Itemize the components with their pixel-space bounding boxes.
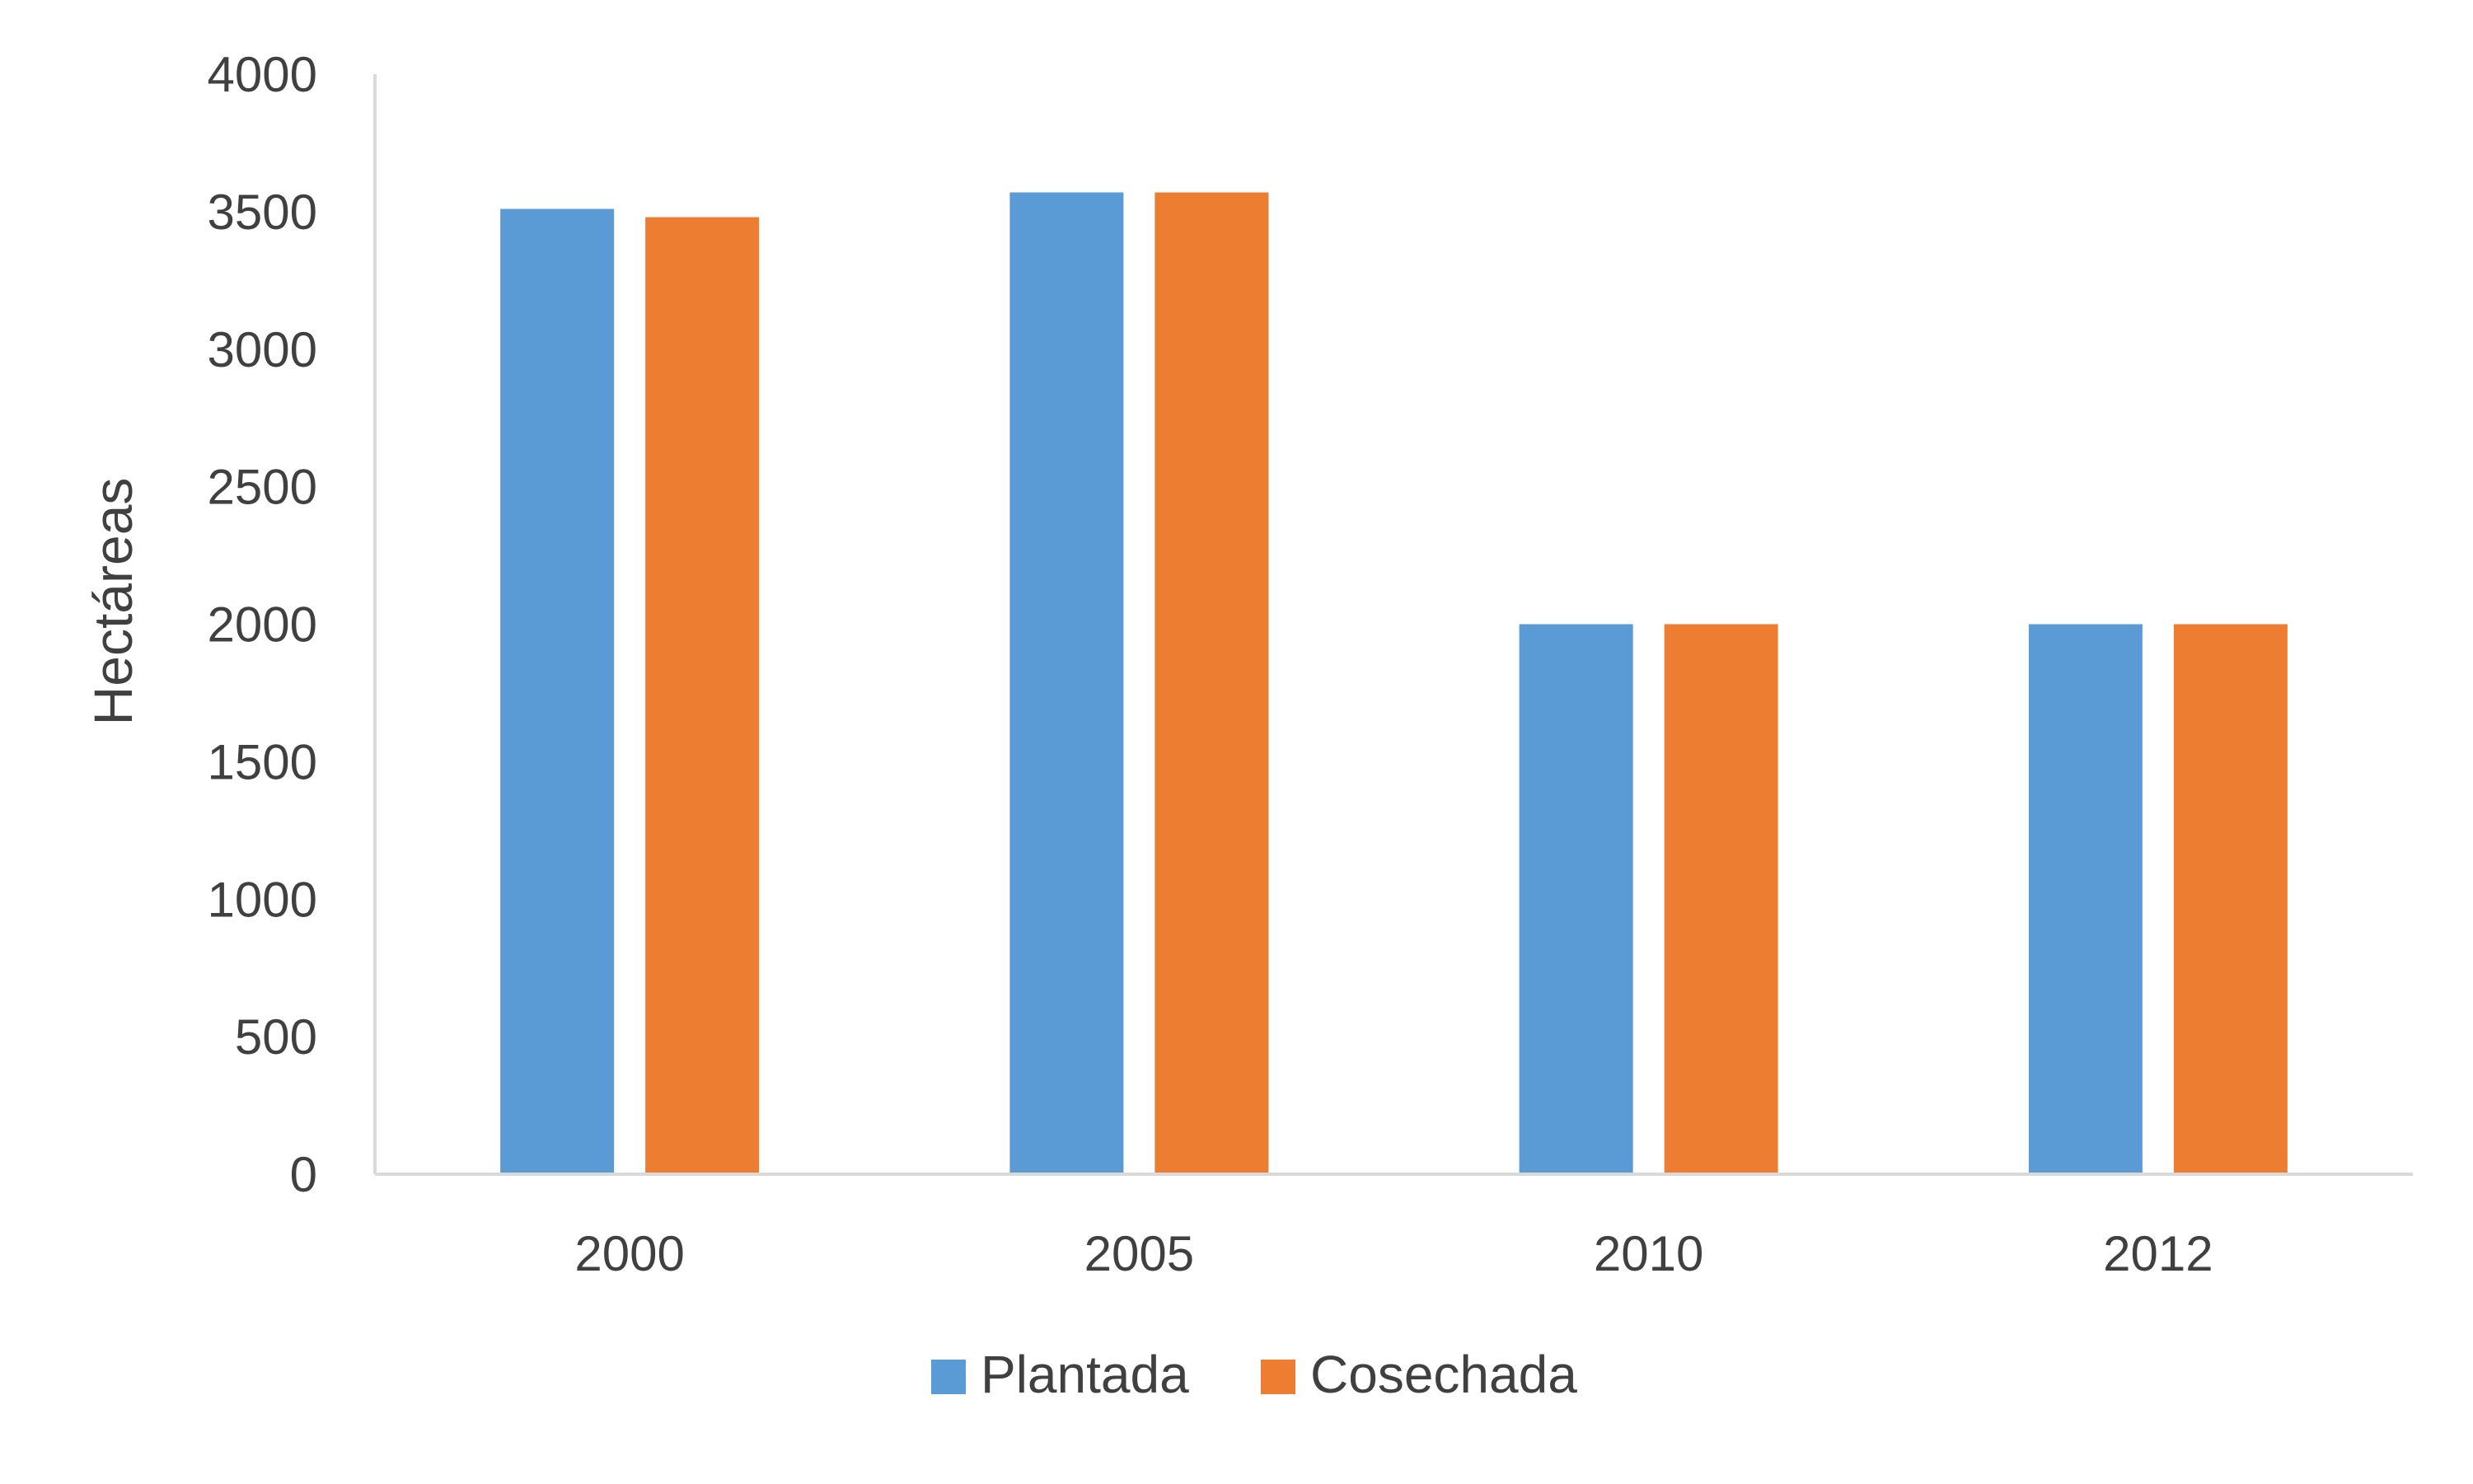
bar-plantada-2010 [1519, 624, 1633, 1174]
x-tick-label: 2012 [2103, 1226, 2213, 1281]
legend-swatch-plantada [931, 1360, 966, 1394]
legend: Plantada Cosechada [931, 1345, 1577, 1404]
x-tick-label: 2000 [574, 1226, 684, 1281]
x-tick-label: 2010 [1594, 1226, 1703, 1281]
bars [500, 192, 2288, 1175]
legend-label-cosechada: Cosechada [1310, 1345, 1577, 1404]
y-tick-label: 2000 [208, 597, 317, 653]
legend-label-plantada: Plantada [981, 1345, 1189, 1404]
bar-cosechada-2005 [1155, 192, 1269, 1175]
y-tick-label: 1500 [208, 734, 317, 789]
bar-plantada-2000 [500, 208, 615, 1175]
y-tick-label: 0 [290, 1147, 317, 1202]
bar-cosechada-2010 [1664, 624, 1778, 1174]
x-tick-labels: 2000 2005 2010 2012 [574, 1226, 2213, 1281]
y-tick-labels: 0 500 1000 1500 2000 2500 3000 3500 4000 [208, 47, 317, 1202]
y-tick-label: 1000 [208, 872, 317, 927]
y-tick-label: 3000 [208, 322, 317, 377]
y-tick-label: 3500 [208, 185, 317, 240]
bar-plantada-2012 [2028, 624, 2143, 1174]
y-axis-title: Hectáreas [82, 478, 143, 726]
y-tick-label: 500 [235, 1009, 317, 1065]
x-tick-label: 2005 [1084, 1226, 1194, 1281]
y-tick-label: 2500 [208, 460, 317, 515]
bar-cosechada-2012 [2173, 624, 2288, 1174]
bar-cosechada-2000 [645, 217, 760, 1174]
bar-plantada-2005 [1009, 192, 1124, 1175]
y-tick-label: 4000 [208, 47, 317, 102]
legend-swatch-cosechada [1261, 1360, 1295, 1394]
